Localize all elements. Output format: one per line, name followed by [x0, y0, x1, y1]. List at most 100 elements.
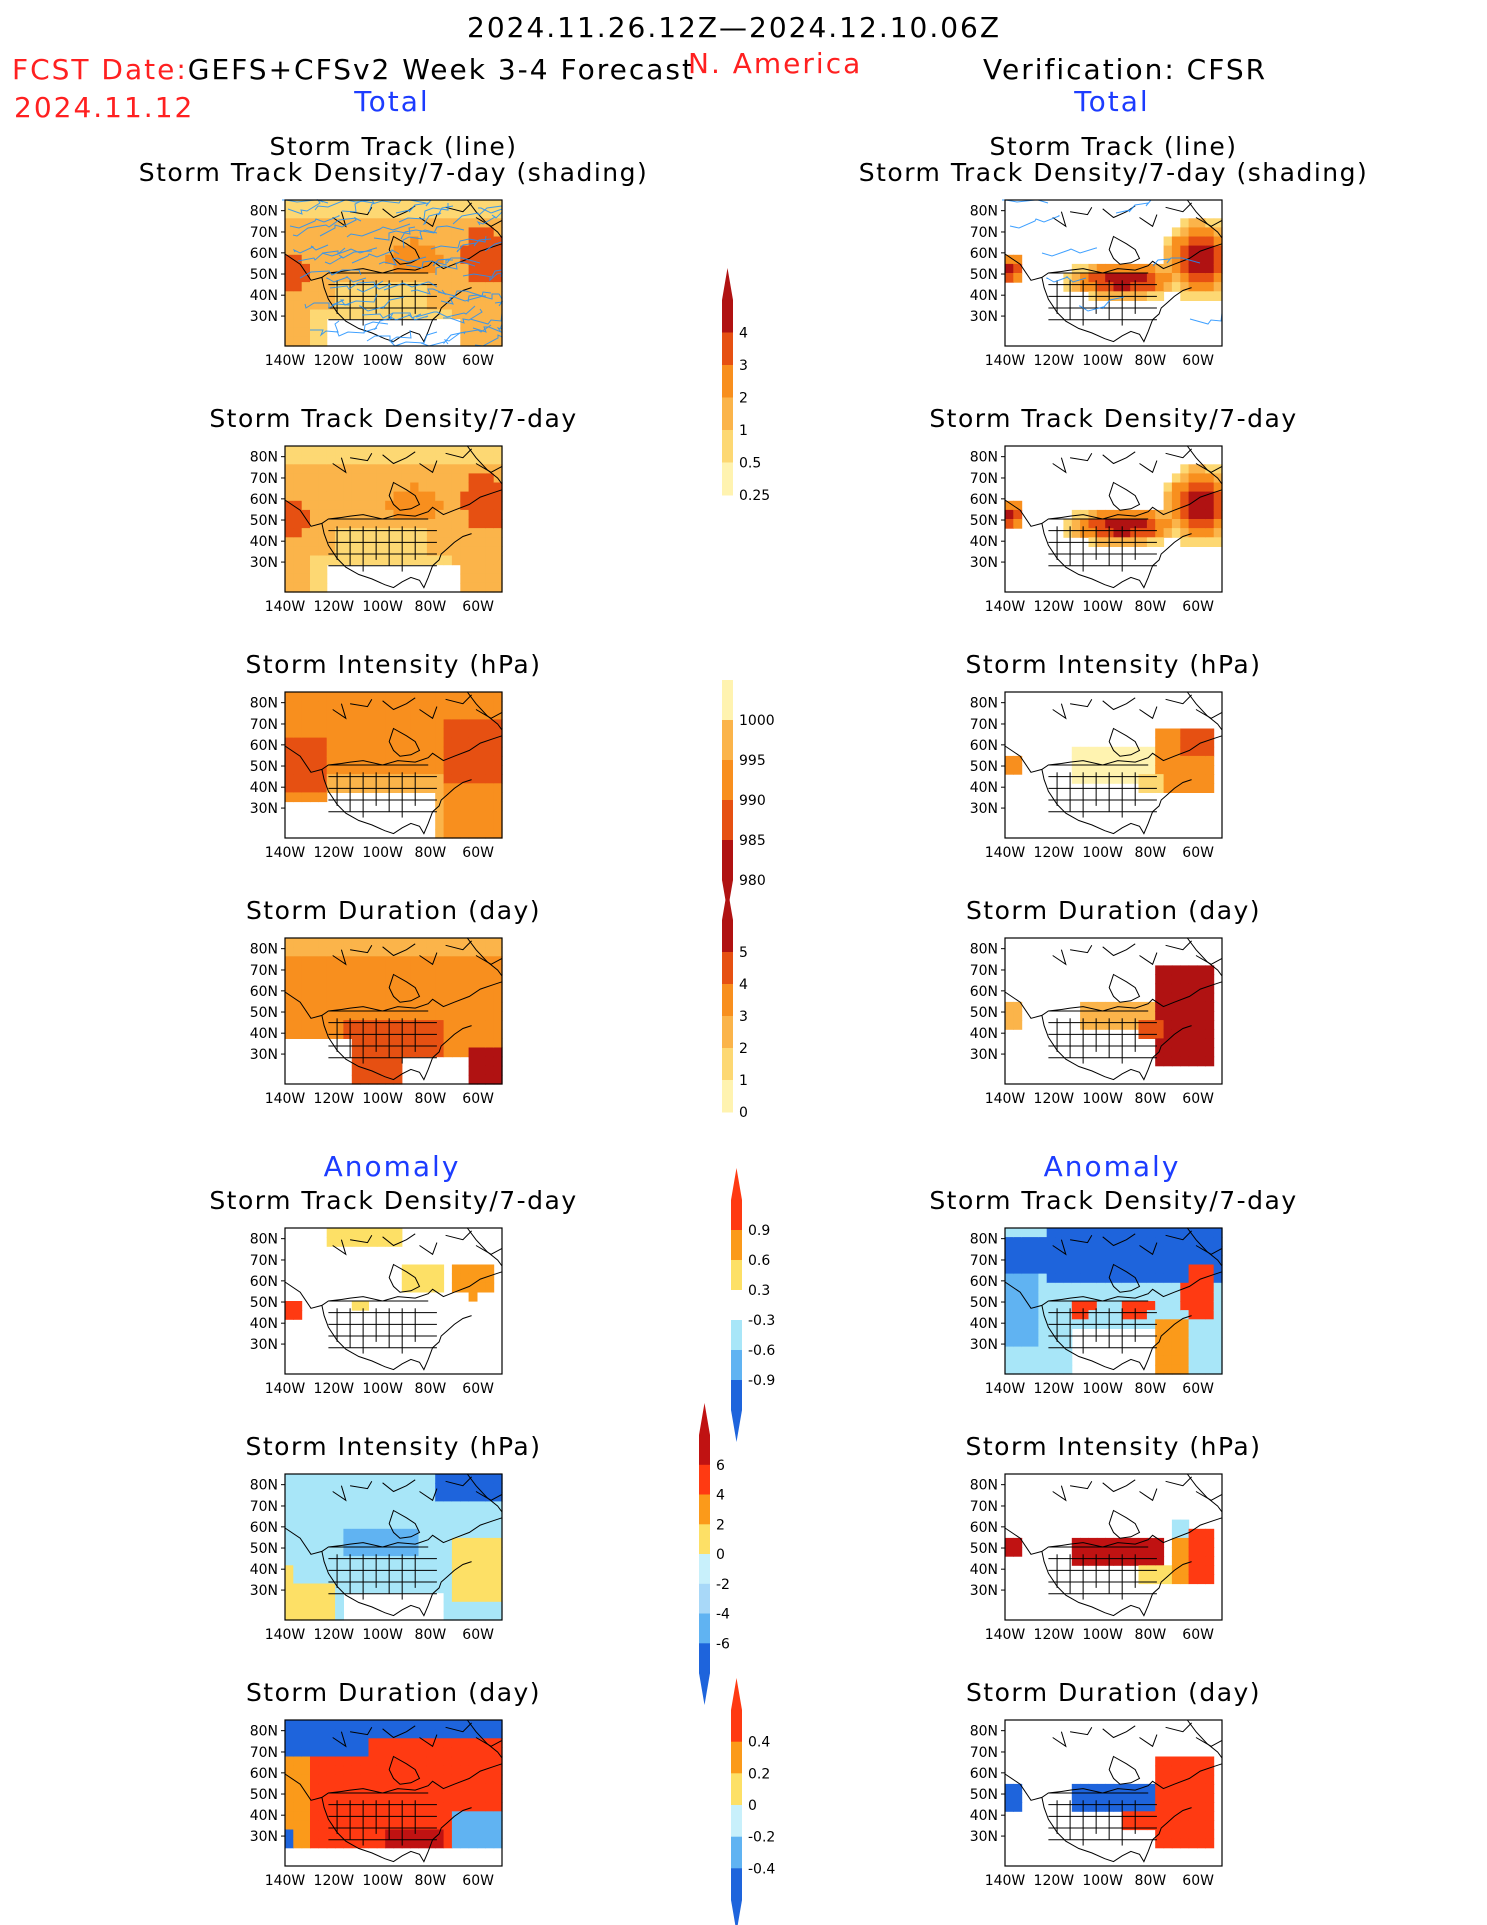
lon-label: 60W [462, 1381, 494, 1397]
shade-cell [318, 482, 328, 493]
shade-cell [368, 446, 378, 456]
shade-cell [368, 755, 378, 766]
lon-label: 140W [985, 845, 1026, 861]
shade-cell [335, 1574, 344, 1585]
shade-cell [376, 282, 386, 292]
shade-cell [285, 555, 294, 566]
storm-track-line [292, 244, 329, 254]
shade-cell [1046, 1337, 1056, 1348]
shade-cell [1005, 1273, 1014, 1284]
shade-cell [326, 455, 336, 465]
shade-cell [326, 446, 336, 456]
shade-cell [376, 309, 386, 320]
shade-cell [1180, 1756, 1190, 1767]
shade-cell [410, 1020, 420, 1030]
shade-cell [443, 1802, 453, 1812]
shade-cell [1163, 1001, 1173, 1012]
shade-cell [1013, 1337, 1023, 1348]
shade-cell [426, 1556, 436, 1566]
shade-cell [401, 1492, 411, 1502]
shade-cell [351, 482, 361, 493]
shade-cell [360, 1774, 369, 1785]
shade-cell [1021, 1337, 1031, 1348]
shade-cell [1005, 1020, 1014, 1030]
lon-label: 100W [1082, 1381, 1123, 1397]
lat-label: 60N [970, 1274, 998, 1290]
shade-cell [1180, 254, 1190, 265]
lon-label: 120W [1034, 599, 1075, 615]
shade-cell [485, 965, 495, 976]
lat-label: 50N [970, 1541, 998, 1557]
shade-cell [1071, 765, 1081, 775]
shade-cell [443, 464, 453, 474]
shade-cell [435, 500, 445, 511]
shade-cell [418, 491, 428, 502]
lat-label: 40N [250, 780, 278, 796]
shade-cell [1213, 1310, 1223, 1320]
shade-cell [368, 1765, 378, 1776]
fcst-model-label: GEFS+CFSv2 Week 3-4 Forecast [187, 53, 695, 86]
shade-cell [1188, 1537, 1198, 1548]
shade-cell [468, 582, 478, 593]
shade-cell [451, 746, 461, 757]
shade-cell [393, 1065, 403, 1076]
shade-cell [435, 1547, 445, 1557]
shade-cell [1163, 1056, 1173, 1067]
shade-cell [335, 965, 344, 976]
shade-cell [418, 1729, 428, 1739]
shade-cell [493, 509, 503, 520]
map-frame [284, 1227, 503, 1375]
shade-cell [351, 263, 361, 274]
shade-cell [326, 1474, 336, 1484]
shade-cell [410, 965, 420, 976]
shade-cell [485, 783, 495, 793]
shade-cell [285, 947, 294, 957]
shade-cell [1180, 1310, 1190, 1320]
shade-cell [1171, 1774, 1181, 1785]
shade-cell [335, 1820, 344, 1831]
shade-cell [1130, 1537, 1140, 1548]
anomaly-label-left: Anomaly [323, 1150, 461, 1183]
shade-cell [335, 1237, 344, 1247]
shade-cell [301, 1802, 311, 1812]
shade-cell [1038, 1291, 1048, 1302]
shade-cell [468, 218, 478, 228]
shade-cell [418, 1047, 428, 1058]
shade-cell [460, 801, 470, 812]
shade-cell [335, 528, 344, 538]
shade-cell [493, 1020, 503, 1030]
shade-cell [1046, 1273, 1056, 1284]
shade-cell [1155, 1228, 1165, 1238]
shade-cell [351, 491, 361, 502]
shade-cell [1197, 774, 1206, 784]
shading-field [285, 1720, 503, 1849]
shade-cell [293, 746, 303, 757]
shade-cell [418, 947, 428, 957]
shade-cell [435, 1574, 445, 1585]
shade-cell [401, 692, 411, 702]
shade-cell [426, 1793, 436, 1803]
shade-cell [493, 218, 503, 228]
shade-cell [1121, 1802, 1131, 1812]
shade-cell [401, 209, 411, 219]
colorbar-segment [699, 1435, 710, 1466]
shade-cell [385, 473, 395, 484]
shade-cell [351, 947, 361, 957]
shade-cell [1063, 1337, 1073, 1348]
shade-cell [335, 1519, 344, 1530]
shade-cell [1096, 774, 1106, 784]
shade-cell [393, 710, 403, 720]
shade-cell [1021, 1355, 1031, 1366]
shade-cell [293, 1547, 303, 1557]
shade-cell [1021, 1228, 1031, 1238]
shade-cell [485, 938, 495, 948]
shade-cell [485, 236, 495, 247]
shade-cell [326, 1547, 336, 1557]
shade-cell [326, 1738, 336, 1748]
lat-label: 80N [970, 450, 998, 466]
shade-cell [443, 263, 453, 274]
shade-cell [477, 1029, 486, 1039]
map-lines [1004, 1719, 1223, 1863]
shading-field [1005, 965, 1215, 1067]
shade-cell [1197, 1565, 1206, 1575]
